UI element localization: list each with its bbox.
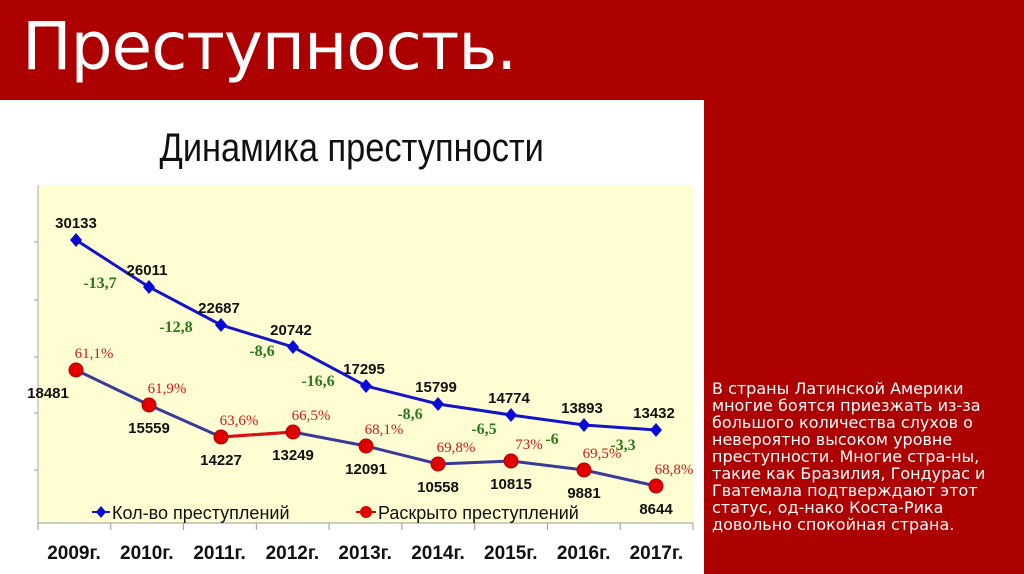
marker-circle — [648, 478, 664, 494]
value-label: 13432 — [633, 405, 675, 422]
solved-pct-label: 69,5% — [583, 446, 622, 462]
marker-diamond — [578, 418, 590, 432]
marker-diamond — [287, 340, 299, 354]
marker-circle — [358, 438, 374, 454]
marker-circle — [213, 429, 229, 445]
solved-pct-label: 73% — [515, 437, 543, 453]
change-pct-label: -6 — [545, 431, 558, 448]
x-tick-label: 2017г. — [630, 543, 684, 564]
value-label: 13249 — [272, 447, 314, 464]
legend-diamond-icon — [96, 506, 106, 518]
marker-diamond — [360, 379, 372, 393]
marker-diamond — [505, 408, 517, 422]
marker-circle — [68, 362, 84, 378]
marker-circle — [141, 397, 157, 413]
x-axis-labels: 2009г. 2010г. 2011г. 2012г. 2013г. 2014г. 2015… — [47, 543, 683, 564]
solved-pct-label: 66,5% — [292, 408, 331, 424]
legend: Кол-во преступлений Раскрыто преступлений — [92, 503, 579, 523]
solved-pct-label: 69,8% — [437, 440, 476, 456]
marker-diamond — [650, 423, 662, 437]
value-label: 26011 — [127, 262, 168, 279]
marker-diamond — [143, 280, 155, 294]
solved-pct-label: 68,1% — [365, 422, 404, 438]
value-label: 13893 — [561, 400, 603, 417]
description-text: В страны Латинской Америки многие боятся… — [712, 379, 986, 534]
x-tick-label: 2014г. — [411, 543, 465, 564]
solved-pct-label: 61,9% — [148, 381, 187, 397]
change-pct-label: -6,5 — [471, 421, 496, 438]
value-label: 14227 — [200, 452, 242, 469]
marker-circle — [285, 424, 301, 440]
solved-pct-label: 61,1% — [75, 346, 114, 362]
legend-label: Кол-во преступлений — [112, 503, 290, 523]
value-label: 14774 — [488, 390, 530, 407]
value-label: 12091 — [345, 461, 387, 478]
x-tick-label: 2015г. — [484, 543, 538, 564]
value-label: 9881 — [567, 485, 600, 502]
line-chart: 30133 26011 22687 20742 17295 15799 14774 13893… — [27, 185, 694, 564]
x-tick-label: 2013г. — [338, 543, 392, 564]
series-lines — [68, 233, 664, 494]
value-label: 18481 — [27, 385, 69, 402]
value-label: 10558 — [417, 479, 459, 496]
value-label: 20742 — [270, 322, 312, 339]
value-label: 15799 — [415, 379, 457, 396]
solved-pct-label: 68,8% — [655, 462, 694, 478]
change-pct-label: -8,6 — [249, 343, 274, 360]
x-tick-label: 2016г. — [557, 543, 611, 564]
x-tick-label: 2010г. — [120, 543, 174, 564]
value-label: 17295 — [343, 361, 385, 378]
value-label: 15559 — [128, 420, 170, 437]
axes — [34, 185, 694, 530]
marker-diamond — [432, 397, 444, 411]
value-label: 8644 — [639, 501, 673, 518]
chart-title: Динамика преступности — [159, 126, 544, 170]
change-pct-label: -3,3 — [610, 437, 635, 454]
change-pct-label: -8,6 — [397, 406, 422, 423]
value-label: 22687 — [198, 300, 240, 317]
slide-title: Преступность. — [22, 8, 517, 85]
marker-circle — [576, 462, 592, 478]
value-label: 30133 — [55, 215, 97, 232]
marker-diamond — [70, 233, 82, 247]
value-label: 10815 — [490, 476, 532, 493]
change-pct-label: -13,7 — [83, 275, 116, 292]
legend-label: Раскрыто преступлений — [378, 503, 579, 523]
change-pct-label: -12,8 — [159, 319, 192, 336]
marker-diamond — [215, 318, 227, 332]
x-tick-label: 2011г. — [193, 543, 246, 564]
x-tick-label: 2009г. — [47, 543, 101, 564]
x-tick-label: 2012г. — [266, 543, 320, 564]
legend-circle-icon — [360, 506, 372, 518]
marker-circle — [503, 453, 519, 469]
change-pct-label: -16,6 — [301, 373, 334, 390]
marker-circle — [430, 456, 446, 472]
data-labels: 30133 26011 22687 20742 17295 15799 14774 13893… — [27, 215, 693, 518]
solved-pct-label: 63,6% — [220, 413, 259, 429]
